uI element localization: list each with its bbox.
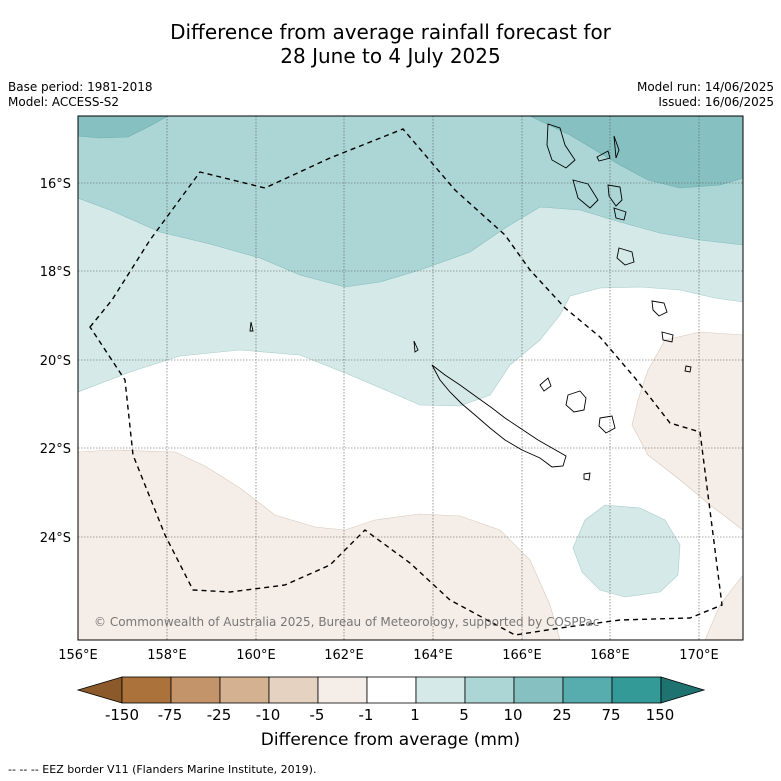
dry-region-southeast — [704, 574, 743, 640]
colorbar-tick-label: -150 — [105, 706, 139, 724]
base-period: Base period: 1981-2018 — [8, 80, 153, 94]
coast-espiritu-santo — [546, 123, 576, 169]
coast-erromango — [616, 247, 635, 266]
colorbar-extend-high — [660, 676, 706, 704]
colorbar-tick-label: -75 — [158, 706, 183, 724]
wet-blob-southeast — [572, 504, 681, 598]
coast-belep — [413, 340, 419, 353]
meta-left: Base period: 1981-2018 Model: ACCESS-S2 — [8, 80, 153, 110]
colorbar-swatch — [415, 676, 466, 704]
model-name: Model: ACCESS-S2 — [8, 95, 120, 109]
colorbar-tick-label: 150 — [646, 706, 675, 724]
coast-hunter — [684, 365, 692, 373]
colorbar-tick-label: 1 — [410, 706, 420, 724]
colorbar-tick-label: -10 — [256, 706, 281, 724]
graticule — [78, 116, 743, 640]
lon-label: 170°E — [679, 648, 719, 663]
map-frame — [77, 115, 744, 641]
coast-efate — [613, 207, 627, 221]
wet-region-25-75-northwest — [78, 116, 169, 139]
coast-maewo — [613, 135, 620, 159]
coast-ouvea — [539, 377, 552, 392]
colorbar-extend-low — [76, 676, 123, 704]
colorbar-tick-label: 25 — [552, 706, 571, 724]
lon-axis-labels: 156°E 158°E 160°E 162°E 164°E 166°E 168°… — [58, 648, 719, 663]
coast-pentecost — [607, 184, 623, 207]
colorbar-title: Difference from average (mm) — [260, 730, 521, 750]
lat-label: 22°S — [40, 442, 71, 457]
colorbar-tick-label: -25 — [207, 706, 232, 724]
coast-walpole — [661, 331, 674, 343]
coast-mare — [598, 415, 616, 434]
colorbar-tick-label: -1 — [359, 706, 374, 724]
lon-label: 162°E — [324, 648, 364, 663]
colorbar-swatch — [219, 676, 270, 704]
coast-loyalty-north — [651, 300, 668, 317]
colorbar-swatch — [611, 676, 662, 704]
dry-region-southwest — [78, 449, 561, 640]
eez-border — [89, 128, 723, 636]
coast-ambae — [596, 150, 611, 162]
wet-region-25-75-northeast — [529, 116, 743, 189]
lat-label: 24°S — [40, 531, 71, 546]
lon-label: 156°E — [58, 648, 98, 663]
coast-malekula — [572, 179, 599, 209]
coast-new-caledonia — [431, 364, 567, 468]
map-area: © Commonwealth of Australia 2025, Bureau… — [78, 116, 743, 640]
colorbar-tick-label: 5 — [459, 706, 469, 724]
colorbar-swatch — [562, 676, 613, 704]
colorbar-swatch — [366, 676, 417, 704]
lon-label: 158°E — [147, 648, 187, 663]
coastlines — [249, 123, 692, 481]
colorbar-tick-label: 75 — [601, 706, 620, 724]
lon-label: 160°E — [236, 648, 276, 663]
coast-chesterfield — [249, 321, 254, 332]
copyright-text: © Commonwealth of Australia 2025, Bureau… — [94, 615, 599, 629]
colorbar — [76, 676, 706, 704]
lon-label: 168°E — [590, 648, 630, 663]
meta-right: Model run: 14/06/2025 Issued: 16/06/2025 — [637, 80, 774, 110]
lon-label: 166°E — [502, 648, 542, 663]
colorbar-tick-labels: -150 -75 -25 -10 -5 -1 1 5 10 25 75 150 — [105, 706, 674, 724]
lat-label: 20°S — [40, 354, 71, 369]
model-run: Model run: 14/06/2025 — [636, 80, 774, 94]
coast-isle-of-pines — [583, 472, 591, 481]
title-line-2: 28 June to 4 July 2025 — [280, 44, 501, 68]
colorbar-swatch — [317, 676, 368, 704]
lat-label: 16°S — [40, 177, 71, 192]
dry-region-east — [631, 331, 743, 531]
title-line-1: Difference from average rainfall forecas… — [170, 20, 611, 44]
wet-region-10-25 — [78, 116, 743, 288]
colorbar-swatch — [170, 676, 221, 704]
coast-lifou — [565, 390, 587, 413]
colorbar-swatch — [513, 676, 564, 704]
colorbar-swatch — [121, 676, 172, 704]
colorbar-tick-label: 10 — [503, 706, 522, 724]
colorbar-swatch — [268, 676, 319, 704]
lat-axis-labels: 16°S 18°S 20°S 22°S 24°S — [40, 177, 71, 546]
colorbar-tick-label: -5 — [310, 706, 325, 724]
lat-label: 18°S — [40, 265, 71, 280]
eez-legend-note: -- -- -- EEZ border V11 (Flanders Marine… — [8, 763, 317, 776]
issued-date: Issued: 16/06/2025 — [658, 95, 774, 109]
colorbar-swatch — [464, 676, 515, 704]
lon-label: 164°E — [413, 648, 453, 663]
